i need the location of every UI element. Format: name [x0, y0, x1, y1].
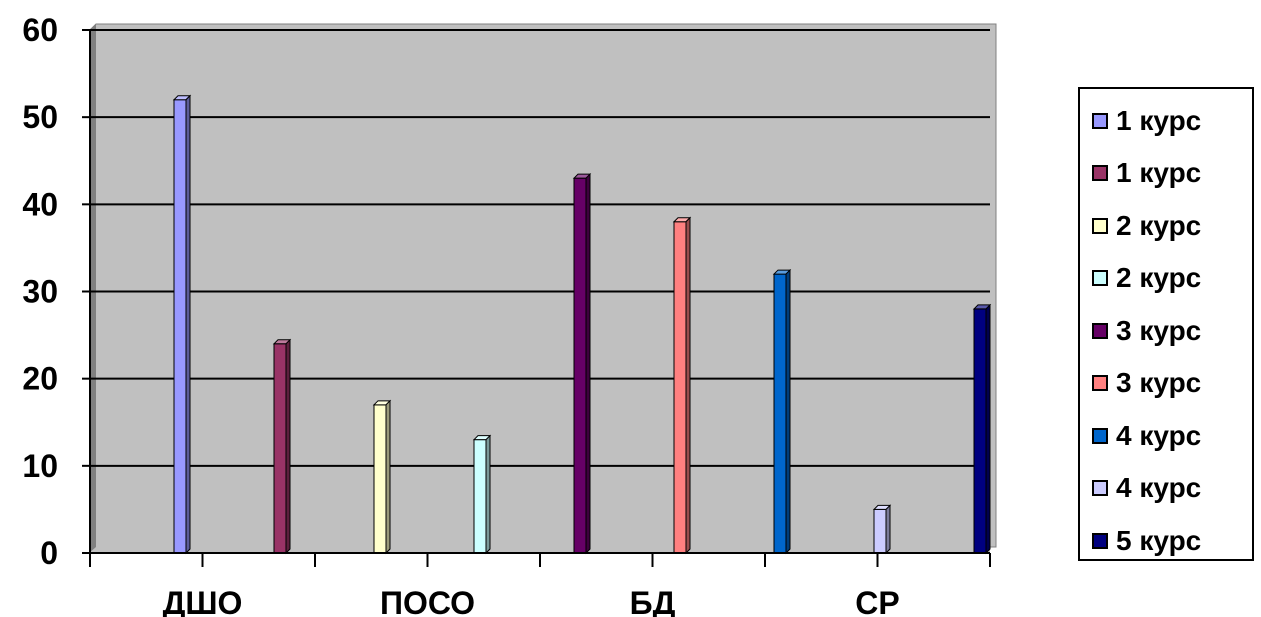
x-category-label: СР: [855, 585, 899, 617]
legend-swatch: [1092, 480, 1108, 496]
bar-side: [785, 268, 791, 555]
bar-side: [885, 504, 891, 555]
bar-side: [485, 434, 491, 555]
bar-side: [285, 338, 291, 555]
legend-label: 1 курс: [1116, 157, 1202, 188]
legend-item: 2 курс: [1092, 206, 1201, 246]
bar-front: [373, 404, 387, 554]
legend-item: 4 курс: [1092, 416, 1201, 456]
bar: [372, 399, 392, 555]
legend-item: 2 курс: [1092, 258, 1201, 298]
bar: [172, 94, 192, 555]
bar: [672, 216, 692, 555]
bar-side: [985, 303, 991, 555]
legend-swatch: [1092, 165, 1108, 181]
legend-item: 1 курс: [1092, 101, 1201, 141]
bar-side: [185, 94, 191, 555]
bar-side: [585, 172, 591, 555]
legend-item: 4 курс: [1092, 468, 1201, 508]
bar-side: [385, 399, 391, 555]
bar-front: [873, 508, 887, 554]
bar-front: [273, 343, 287, 554]
legend-label: 3 курс: [1116, 367, 1202, 398]
bar-side: [685, 216, 691, 555]
chart-legend: 1 курс 1 курс 2 курс 2 курс 3 курс 3 кур…: [1078, 87, 1254, 561]
bar: [872, 504, 892, 555]
bar-front: [573, 177, 587, 554]
bar: [272, 338, 292, 555]
legend-label: 5 курс: [1116, 525, 1202, 556]
bar-front: [773, 273, 787, 554]
bar-front: [973, 308, 987, 554]
x-category-label: БД: [630, 585, 676, 617]
bar-front: [173, 99, 187, 554]
legend-label: 2 курс: [1116, 262, 1202, 293]
legend-swatch: [1092, 375, 1108, 391]
y-tick-label: 50: [22, 99, 58, 135]
legend-swatch: [1092, 218, 1108, 234]
legend-item: 1 курс: [1092, 153, 1201, 193]
x-category-label: ПОСО: [380, 585, 475, 617]
y-tick-label: 60: [22, 12, 58, 48]
legend-item: 3 курс: [1092, 311, 1201, 351]
legend-label: 1 курс: [1116, 105, 1202, 136]
y-tick-label: 40: [22, 186, 58, 222]
legend-label: 2 курс: [1116, 210, 1202, 241]
y-tick-label: 0: [40, 535, 58, 571]
bar: [572, 172, 592, 555]
legend-label: 4 курс: [1116, 472, 1202, 503]
bar-front: [473, 439, 487, 554]
y-tick-label: 30: [22, 274, 58, 310]
y-tick-label: 10: [22, 448, 58, 484]
legend-label: 4 курс: [1116, 420, 1202, 451]
legend-swatch: [1092, 323, 1108, 339]
legend-swatch: [1092, 428, 1108, 444]
bar: [472, 434, 492, 555]
legend-swatch: [1092, 270, 1108, 286]
bar: [772, 268, 792, 555]
legend-label: 3 курс: [1116, 315, 1202, 346]
legend-swatch: [1092, 533, 1108, 549]
bar-front: [673, 221, 687, 554]
legend-swatch: [1092, 113, 1108, 129]
x-category-label: ДШО: [163, 585, 243, 617]
bar: [972, 303, 992, 555]
legend-item: 3 курс: [1092, 363, 1201, 403]
y-tick-label: 20: [22, 361, 58, 397]
legend-item: 5 курс: [1092, 521, 1201, 561]
